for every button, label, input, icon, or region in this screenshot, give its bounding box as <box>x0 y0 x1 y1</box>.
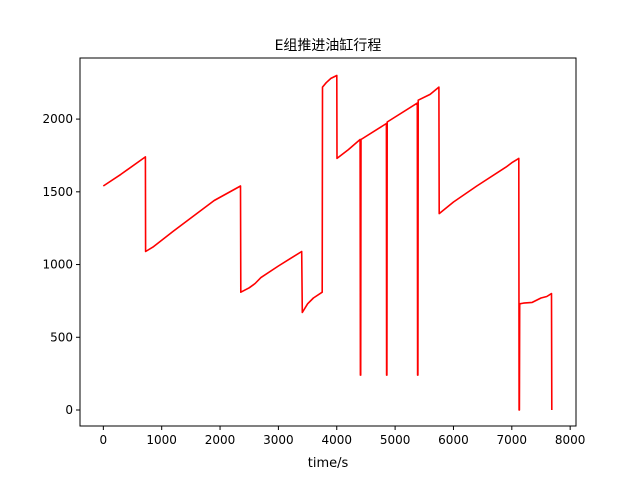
chart-title: E组推进油缸行程 <box>275 37 382 54</box>
y-tick-label: 500 <box>50 330 73 344</box>
y-tick-label: 1000 <box>42 258 73 272</box>
y-tick-label: 1500 <box>42 185 73 199</box>
plot-frame <box>79 57 577 427</box>
x-axis-label: time/s <box>308 456 349 471</box>
x-tick-label: 2000 <box>205 433 236 447</box>
x-tick-label: 3000 <box>263 433 294 447</box>
y-axis: 0 500 1000 1500 2000 <box>42 112 80 417</box>
x-tick-label: 1000 <box>146 433 177 447</box>
x-tick-label: 7000 <box>497 433 528 447</box>
plot-area <box>102 74 553 411</box>
x-axis: 0 1000 2000 3000 4000 5000 6000 7000 8000 <box>100 426 586 447</box>
x-tick-label: 4000 <box>321 433 352 447</box>
x-tick-label: 0 <box>100 433 108 447</box>
x-tick-label: 8000 <box>555 433 586 447</box>
x-tick-label: 5000 <box>380 433 411 447</box>
series-line <box>102 74 553 411</box>
x-tick-label: 6000 <box>438 433 469 447</box>
y-tick-label: 0 <box>65 403 73 417</box>
y-tick-label: 2000 <box>42 112 73 126</box>
